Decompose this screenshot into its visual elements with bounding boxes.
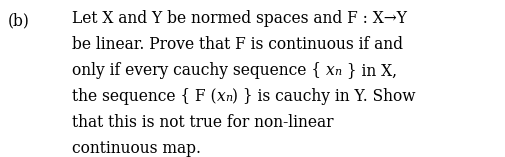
Text: } in X,: } in X, — [342, 62, 397, 79]
Text: (b): (b) — [8, 12, 30, 29]
Text: x: x — [326, 62, 335, 79]
Text: only if every cauchy sequence {: only if every cauchy sequence { — [72, 62, 326, 79]
Text: n: n — [225, 93, 232, 103]
Text: Let X and Y be normed spaces and F : X→Y: Let X and Y be normed spaces and F : X→Y — [72, 10, 407, 27]
Text: be linear. Prove that F is continuous if and: be linear. Prove that F is continuous if… — [72, 36, 403, 53]
Text: the sequence { F (: the sequence { F ( — [72, 88, 217, 105]
Text: ) } is cauchy in Y. Show: ) } is cauchy in Y. Show — [232, 88, 416, 105]
Text: x: x — [217, 88, 225, 105]
Text: continuous map.: continuous map. — [72, 140, 201, 157]
Text: n: n — [335, 67, 342, 77]
Text: that this is not true for non-linear: that this is not true for non-linear — [72, 114, 333, 131]
